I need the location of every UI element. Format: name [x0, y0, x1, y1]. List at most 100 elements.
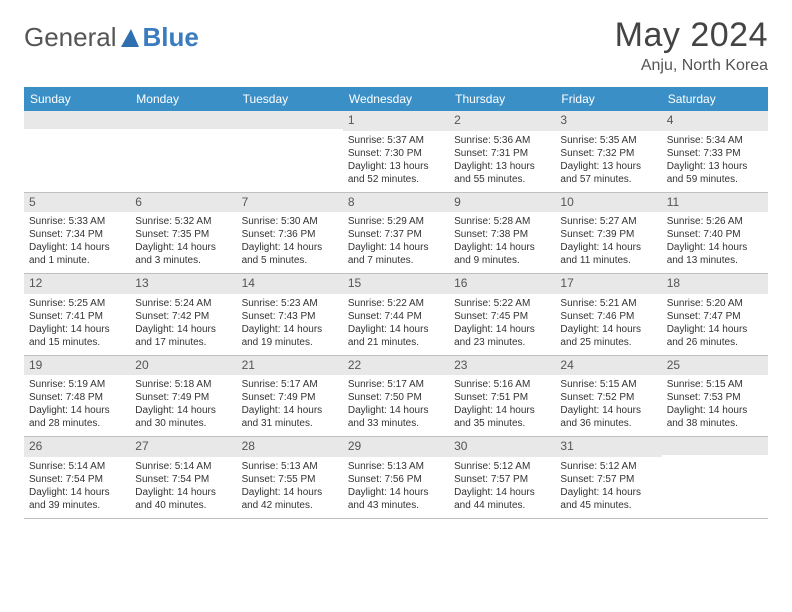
daylight2-text: and 42 minutes.: [242, 499, 338, 512]
sunset-text: Sunset: 7:41 PM: [29, 310, 125, 323]
daylight2-text: and 57 minutes.: [560, 173, 656, 186]
sunset-text: Sunset: 7:49 PM: [135, 391, 231, 404]
sunset-text: Sunset: 7:46 PM: [560, 310, 656, 323]
daylight1-text: Daylight: 14 hours: [667, 404, 763, 417]
day-number: 25: [662, 356, 768, 376]
daylight1-text: Daylight: 14 hours: [348, 241, 444, 254]
day-header-sunday: Sunday: [24, 87, 130, 111]
page-header: General Blue May 2024 Anju, North Korea: [24, 16, 768, 75]
day-cell: [24, 111, 130, 192]
day-cell: 2Sunrise: 5:36 AMSunset: 7:31 PMDaylight…: [449, 111, 555, 192]
daylight2-text: and 36 minutes.: [560, 417, 656, 430]
day-header-thursday: Thursday: [449, 87, 555, 111]
day-cell: 15Sunrise: 5:22 AMSunset: 7:44 PMDayligh…: [343, 274, 449, 355]
sunset-text: Sunset: 7:32 PM: [560, 147, 656, 160]
day-cell: 18Sunrise: 5:20 AMSunset: 7:47 PMDayligh…: [662, 274, 768, 355]
day-number: 18: [662, 274, 768, 294]
day-number: 31: [555, 437, 661, 457]
day-cell: 5Sunrise: 5:33 AMSunset: 7:34 PMDaylight…: [24, 193, 130, 274]
daylight1-text: Daylight: 14 hours: [135, 241, 231, 254]
daylight1-text: Daylight: 14 hours: [348, 323, 444, 336]
day-number: 5: [24, 193, 130, 213]
daylight1-text: Daylight: 14 hours: [560, 404, 656, 417]
week-row: 1Sunrise: 5:37 AMSunset: 7:30 PMDaylight…: [24, 111, 768, 193]
sunrise-text: Sunrise: 5:20 AM: [667, 297, 763, 310]
day-number: 28: [237, 437, 343, 457]
week-row: 12Sunrise: 5:25 AMSunset: 7:41 PMDayligh…: [24, 274, 768, 356]
day-number: 23: [449, 356, 555, 376]
daylight1-text: Daylight: 14 hours: [560, 323, 656, 336]
daylight2-text: and 15 minutes.: [29, 336, 125, 349]
day-cell: 11Sunrise: 5:26 AMSunset: 7:40 PMDayligh…: [662, 193, 768, 274]
daylight1-text: Daylight: 14 hours: [135, 404, 231, 417]
sunrise-text: Sunrise: 5:22 AM: [348, 297, 444, 310]
day-number: 6: [130, 193, 236, 213]
daylight1-text: Daylight: 14 hours: [242, 241, 338, 254]
sunset-text: Sunset: 7:30 PM: [348, 147, 444, 160]
location-label: Anju, North Korea: [615, 57, 768, 75]
daylight2-text: and 9 minutes.: [454, 254, 550, 267]
daylight1-text: Daylight: 13 hours: [560, 160, 656, 173]
sunrise-text: Sunrise: 5:37 AM: [348, 134, 444, 147]
daylight1-text: Daylight: 13 hours: [667, 160, 763, 173]
day-number: 15: [343, 274, 449, 294]
sunrise-text: Sunrise: 5:14 AM: [29, 460, 125, 473]
day-cell: 6Sunrise: 5:32 AMSunset: 7:35 PMDaylight…: [130, 193, 236, 274]
day-cell: [662, 437, 768, 518]
daylight2-text: and 17 minutes.: [135, 336, 231, 349]
day-number: 10: [555, 193, 661, 213]
daylight2-text: and 28 minutes.: [29, 417, 125, 430]
daylight1-text: Daylight: 14 hours: [560, 241, 656, 254]
sunrise-text: Sunrise: 5:27 AM: [560, 215, 656, 228]
day-number: [662, 437, 768, 455]
sunrise-text: Sunrise: 5:13 AM: [348, 460, 444, 473]
daylight1-text: Daylight: 14 hours: [667, 241, 763, 254]
daylight2-text: and 44 minutes.: [454, 499, 550, 512]
day-number: [237, 111, 343, 129]
sunset-text: Sunset: 7:43 PM: [242, 310, 338, 323]
sunset-text: Sunset: 7:48 PM: [29, 391, 125, 404]
sunset-text: Sunset: 7:51 PM: [454, 391, 550, 404]
daylight1-text: Daylight: 14 hours: [667, 323, 763, 336]
daylight2-text: and 33 minutes.: [348, 417, 444, 430]
day-number: 7: [237, 193, 343, 213]
daylight2-text: and 1 minute.: [29, 254, 125, 267]
day-number: 22: [343, 356, 449, 376]
day-cell: 4Sunrise: 5:34 AMSunset: 7:33 PMDaylight…: [662, 111, 768, 192]
daylight2-text: and 30 minutes.: [135, 417, 231, 430]
day-cell: 3Sunrise: 5:35 AMSunset: 7:32 PMDaylight…: [555, 111, 661, 192]
sunset-text: Sunset: 7:56 PM: [348, 473, 444, 486]
daylight1-text: Daylight: 14 hours: [29, 404, 125, 417]
day-cell: 23Sunrise: 5:16 AMSunset: 7:51 PMDayligh…: [449, 356, 555, 437]
sunset-text: Sunset: 7:54 PM: [29, 473, 125, 486]
day-cell: 13Sunrise: 5:24 AMSunset: 7:42 PMDayligh…: [130, 274, 236, 355]
daylight2-text: and 40 minutes.: [135, 499, 231, 512]
sunrise-text: Sunrise: 5:13 AM: [242, 460, 338, 473]
daylight2-text: and 3 minutes.: [135, 254, 231, 267]
daylight1-text: Daylight: 14 hours: [454, 241, 550, 254]
sunrise-text: Sunrise: 5:12 AM: [454, 460, 550, 473]
daylight1-text: Daylight: 14 hours: [348, 486, 444, 499]
daylight1-text: Daylight: 14 hours: [29, 241, 125, 254]
day-cell: 12Sunrise: 5:25 AMSunset: 7:41 PMDayligh…: [24, 274, 130, 355]
day-cell: 24Sunrise: 5:15 AMSunset: 7:52 PMDayligh…: [555, 356, 661, 437]
day-number: [24, 111, 130, 129]
daylight2-text: and 43 minutes.: [348, 499, 444, 512]
sunset-text: Sunset: 7:57 PM: [560, 473, 656, 486]
sunset-text: Sunset: 7:33 PM: [667, 147, 763, 160]
sunset-text: Sunset: 7:53 PM: [667, 391, 763, 404]
daylight2-text: and 52 minutes.: [348, 173, 444, 186]
sunrise-text: Sunrise: 5:30 AM: [242, 215, 338, 228]
day-number: 27: [130, 437, 236, 457]
sunrise-text: Sunrise: 5:24 AM: [135, 297, 231, 310]
day-number: 24: [555, 356, 661, 376]
sunset-text: Sunset: 7:39 PM: [560, 228, 656, 241]
daylight2-text: and 55 minutes.: [454, 173, 550, 186]
sail-icon: [119, 27, 141, 49]
sunset-text: Sunset: 7:49 PM: [242, 391, 338, 404]
daylight2-text: and 7 minutes.: [348, 254, 444, 267]
day-cell: 21Sunrise: 5:17 AMSunset: 7:49 PMDayligh…: [237, 356, 343, 437]
day-number: 8: [343, 193, 449, 213]
day-cell: 29Sunrise: 5:13 AMSunset: 7:56 PMDayligh…: [343, 437, 449, 518]
daylight2-text: and 39 minutes.: [29, 499, 125, 512]
